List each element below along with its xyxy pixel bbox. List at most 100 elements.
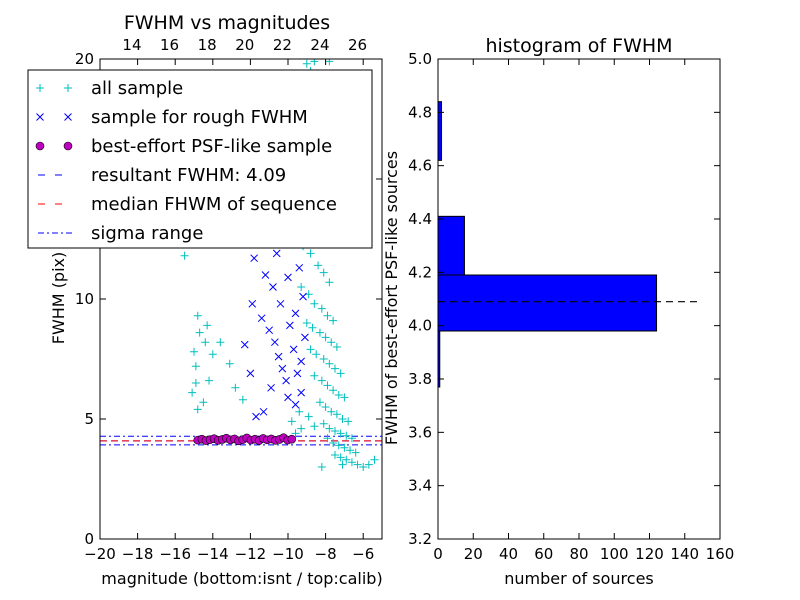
all-sample-point	[336, 369, 345, 378]
histogram-y-tick-label: 4.0	[408, 317, 432, 335]
all-sample-point	[190, 347, 198, 356]
all-sample-point	[317, 304, 326, 313]
all-sample-point	[317, 376, 326, 385]
all-sample-point	[344, 417, 353, 426]
scatter-top-tick-label: 16	[160, 36, 179, 54]
rough-sample-point	[282, 376, 290, 385]
scatter-top-ticks: 14 16 18 20 22 24 26	[122, 36, 367, 54]
histogram-y-tick-label: 4.8	[408, 103, 432, 121]
all-sample-point	[191, 362, 200, 371]
all-sample-point	[323, 381, 332, 390]
all-sample-point	[310, 299, 319, 308]
rough-sample-point	[284, 273, 292, 282]
all-sample-point	[336, 429, 345, 438]
all-sample-point	[370, 455, 379, 464]
rough-sample-point	[295, 263, 304, 272]
all-sample-point	[334, 441, 343, 450]
all-sample-point	[332, 410, 341, 419]
histogram-x-tick-label: 20	[464, 545, 483, 563]
histogram-x-tick-label: 120	[635, 545, 664, 563]
scatter-y-tick-label: 5	[84, 410, 94, 428]
all-sample-point	[319, 268, 328, 277]
scatter-y-tick-label: 10	[75, 290, 94, 308]
all-sample-point	[332, 343, 341, 351]
histogram-y-ticks: 3.2 3.4 3.6 3.8 4.0 4.2 4.4 4.6 4.8 5.0	[408, 50, 720, 548]
legend-marker-plus	[36, 84, 44, 92]
all-sample-point	[331, 451, 339, 459]
histogram-x-tick-label: 40	[499, 545, 518, 563]
scatter-top-tick-label: 20	[235, 36, 254, 54]
all-sample-point	[340, 393, 349, 402]
all-sample-point	[201, 338, 210, 347]
histogram-bar	[437, 274, 658, 332]
all-sample-point	[310, 422, 319, 431]
all-sample-point	[225, 359, 234, 368]
rough-sample-point	[240, 340, 249, 349]
all-sample-point	[188, 388, 197, 397]
all-sample-point	[346, 446, 355, 455]
all-sample-point	[342, 455, 351, 464]
scatter-y-label: FWHM (pix)	[49, 252, 68, 345]
psf-sample-point	[287, 434, 297, 444]
rough-sample-point	[293, 369, 302, 378]
all-sample-point	[321, 333, 330, 342]
scatter-x-tick-label: −12	[235, 545, 267, 563]
histogram-y-tick-label: 4.6	[408, 157, 432, 175]
all-sample-point	[302, 319, 311, 327]
all-sample-point	[323, 311, 332, 320]
all-sample-point	[310, 59, 319, 66]
all-sample-point	[193, 311, 202, 320]
legend-items: all sample sample for rough FWHM best-effo…	[35, 78, 337, 244]
scatter-x-label: magnitude (bottom:isnt / top:calib)	[101, 569, 382, 588]
rough-sample-point	[278, 364, 287, 373]
legend-box	[27, 69, 373, 249]
rough-sample-point	[297, 357, 306, 366]
all-sample-point	[231, 383, 240, 392]
histogram-y-tick-label: 4.4	[408, 210, 432, 228]
histogram-y-tick-label: 3.2	[408, 530, 432, 548]
legend-marker-circle	[63, 141, 73, 151]
all-sample-point	[325, 278, 334, 287]
rough-sample-point	[270, 338, 279, 347]
all-sample-point	[208, 350, 217, 359]
rough-sample-point	[297, 388, 306, 397]
all-sample-point	[310, 371, 319, 380]
all-sample-point	[329, 386, 338, 395]
histogram-y-tick-label: 4.2	[408, 263, 432, 281]
scatter-y-tick-label: 0	[84, 530, 94, 548]
all-sample-point	[321, 403, 330, 411]
all-sample-point	[238, 395, 247, 404]
rough-sample-point	[252, 412, 260, 421]
all-sample-point	[295, 407, 304, 416]
scatter-top-tick-label: 22	[273, 36, 292, 54]
all-sample-point	[340, 443, 349, 452]
all-sample-point	[205, 376, 214, 385]
all-sample-point	[329, 316, 338, 325]
all-sample-point	[331, 364, 339, 373]
all-sample-point	[336, 453, 345, 462]
all-sample-point	[302, 59, 311, 68]
all-sample-point	[325, 59, 334, 66]
rough-sample-point	[259, 407, 268, 416]
all-sample-point	[319, 419, 328, 428]
rough-sample-point	[248, 299, 257, 308]
all-sample-point	[308, 323, 317, 332]
scatter-top-tick-label: 18	[198, 36, 217, 54]
histogram-x-tick-label: 160	[706, 545, 735, 563]
histogram-marks	[437, 101, 699, 388]
scatter-x-ticks: −20 −18 −16 −14 −12 −10 −8 −6	[84, 59, 374, 563]
all-sample-point	[306, 249, 315, 258]
rough-sample-point	[299, 292, 307, 301]
scatter-x-tick-label: −18	[122, 545, 154, 563]
rough-sample-point	[267, 383, 275, 392]
histogram-bar	[437, 215, 465, 276]
all-sample-point	[319, 355, 328, 363]
all-sample-point	[351, 448, 360, 457]
histogram-x-tick-label: 100	[600, 545, 629, 563]
all-sample-point	[291, 429, 300, 438]
scatter-top-tick-label: 24	[310, 36, 329, 54]
all-sample-point	[193, 405, 202, 414]
rough-sample-point	[289, 345, 298, 354]
all-sample-point	[180, 251, 189, 260]
